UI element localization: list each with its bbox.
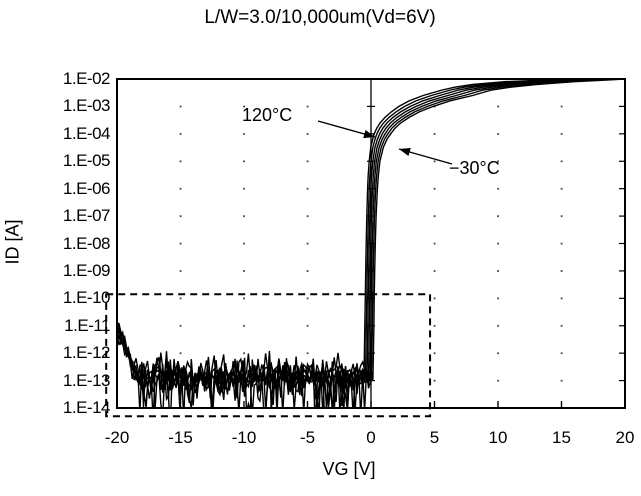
x-axis-title: VG [V] [322,459,376,479]
x-tick-label: 20 [615,428,635,447]
x-tick-label: 0 [366,428,376,447]
x-tick-label: 15 [552,428,571,447]
y-tick-label: 1.E-03 [62,96,111,116]
y-tick-label: 1.E-09 [62,260,111,280]
x-tick-label: -5 [299,428,316,447]
temperature-curve [117,79,625,408]
y-tick-label: 1.E-04 [62,123,111,143]
y-tick-label: 1.E-12 [62,343,111,363]
y-tick-label: 1.E-06 [62,178,111,198]
y-tick-label: 1.E-02 [62,69,111,88]
x-tick-label: -15 [168,428,193,447]
annotation-120c-label: 120°C [242,105,293,125]
x-tick-label: 5 [429,428,440,447]
y-tick-label: 1.E-10 [62,288,111,308]
y-tick-label: 1.E-11 [64,315,110,335]
x-tick-label: 10 [488,428,508,447]
annotation-minus30c-label: −30°C [449,158,500,178]
y-tick-label: 1.E-14 [62,398,111,417]
x-tick-label: -10 [231,428,257,447]
y-tick-label: 1.E-08 [62,233,111,253]
y-tick-label: 1.E-05 [62,151,111,171]
temperature-curve [117,79,625,408]
chart-title: L/W=3.0/10,000um(Vd=6V) [204,7,436,28]
y-tick-label: 1.E-13 [62,370,111,390]
y-tick-label: 1.E-07 [62,206,111,226]
x-tick-label: -20 [104,428,130,447]
